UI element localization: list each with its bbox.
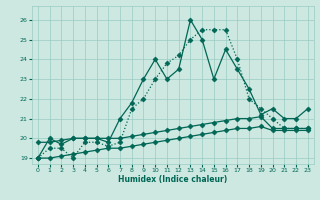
X-axis label: Humidex (Indice chaleur): Humidex (Indice chaleur)	[118, 175, 228, 184]
